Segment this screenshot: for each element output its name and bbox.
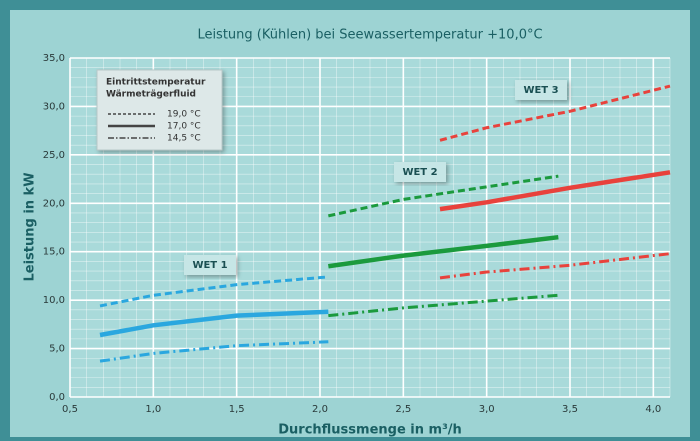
x-tick-label: 3,0	[479, 404, 495, 415]
data-line	[328, 234, 559, 269]
group-label-box	[394, 162, 446, 182]
group-label-box	[515, 80, 567, 100]
legend-box	[96, 69, 223, 151]
chart-title: Leistung (Kühlen) bei Seewassertemperatu…	[197, 28, 542, 43]
legend-label: 14,5 °C	[167, 134, 201, 144]
y-axis-label: Leistung in kW	[23, 172, 38, 281]
data-line	[99, 275, 329, 308]
legend-label: 19,0 °C	[167, 110, 201, 120]
y-tick-label: 30,0	[43, 101, 65, 112]
data-line	[439, 170, 671, 212]
x-tick-label: 0,5	[62, 404, 78, 415]
data-line	[328, 174, 559, 218]
y-tick-label: 25,0	[43, 150, 65, 161]
x-tick-label: 3,5	[562, 404, 578, 415]
y-tick-label: 20,0	[43, 198, 65, 209]
y-tick-label: 0,0	[49, 392, 65, 403]
data-line	[439, 84, 671, 142]
x-tick-label: 1,5	[229, 404, 245, 415]
data-line	[439, 252, 671, 280]
y-tick-label: 35,0	[43, 53, 65, 64]
data-line	[99, 340, 329, 363]
x-tick-label: 2,5	[395, 404, 411, 415]
data-line	[99, 309, 329, 338]
x-tick-label: 4,0	[645, 404, 661, 415]
x-tick-label: 2,0	[312, 404, 328, 415]
group-label: WET 1	[192, 260, 227, 271]
group-label: WET 2	[402, 167, 437, 178]
y-tick-label: 15,0	[43, 247, 65, 258]
legend-title: Wärmeträgerfluid	[106, 90, 196, 100]
legend-title: Eintrittstemperatur	[106, 78, 206, 88]
group-label: WET 3	[523, 85, 558, 96]
data-line	[328, 293, 559, 318]
y-tick-label: 5,0	[49, 344, 65, 355]
y-tick-label: 10,0	[43, 295, 65, 306]
x-tick-label: 1,0	[145, 404, 161, 415]
x-axis-label: Durchflussmenge in m³/h	[278, 423, 462, 438]
group-label-box	[184, 255, 236, 275]
legend-label: 17,0 °C	[167, 122, 201, 132]
